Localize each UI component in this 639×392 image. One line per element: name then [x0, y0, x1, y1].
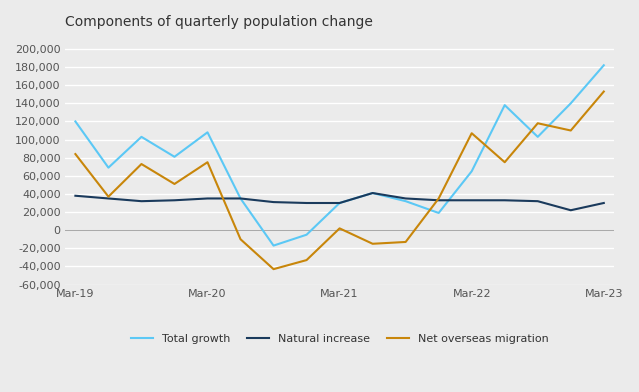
Total growth — [600, 63, 608, 67]
Line: Net overseas migration: Net overseas migration — [75, 92, 604, 269]
Text: Components of quarterly population change: Components of quarterly population chang… — [65, 15, 373, 29]
Net overseas migration — [270, 267, 277, 272]
Total growth — [204, 130, 212, 135]
Total growth — [105, 165, 112, 170]
Net overseas migration — [402, 240, 410, 244]
Natural increase — [137, 199, 145, 203]
Net overseas migration — [303, 258, 311, 262]
Net overseas migration — [369, 241, 376, 246]
Legend: Total growth, Natural increase, Net overseas migration: Total growth, Natural increase, Net over… — [127, 329, 553, 348]
Total growth — [501, 103, 509, 107]
Natural increase — [435, 198, 442, 203]
Natural increase — [369, 191, 376, 195]
Natural increase — [72, 193, 79, 198]
Natural increase — [600, 201, 608, 205]
Net overseas migration — [171, 181, 178, 186]
Net overseas migration — [335, 226, 343, 231]
Total growth — [402, 199, 410, 203]
Net overseas migration — [105, 194, 112, 199]
Total growth — [72, 119, 79, 124]
Net overseas migration — [137, 162, 145, 166]
Total growth — [303, 232, 311, 237]
Natural increase — [270, 200, 277, 205]
Natural increase — [402, 196, 410, 201]
Natural increase — [204, 196, 212, 201]
Net overseas migration — [501, 160, 509, 165]
Natural increase — [567, 208, 574, 212]
Net overseas migration — [72, 152, 79, 156]
Net overseas migration — [435, 196, 442, 201]
Total growth — [137, 134, 145, 139]
Total growth — [335, 201, 343, 205]
Total growth — [171, 154, 178, 159]
Natural increase — [501, 198, 509, 203]
Natural increase — [335, 201, 343, 205]
Total growth — [369, 191, 376, 195]
Total growth — [468, 169, 475, 174]
Line: Total growth: Total growth — [75, 65, 604, 245]
Natural increase — [534, 199, 542, 203]
Total growth — [567, 101, 574, 106]
Net overseas migration — [567, 128, 574, 133]
Natural increase — [468, 198, 475, 203]
Total growth — [270, 243, 277, 248]
Net overseas migration — [534, 121, 542, 125]
Net overseas migration — [468, 131, 475, 136]
Net overseas migration — [600, 89, 608, 94]
Total growth — [236, 196, 244, 201]
Net overseas migration — [204, 160, 212, 165]
Total growth — [435, 211, 442, 215]
Line: Natural increase: Natural increase — [75, 193, 604, 210]
Natural increase — [236, 196, 244, 201]
Natural increase — [105, 196, 112, 201]
Natural increase — [303, 201, 311, 205]
Total growth — [534, 134, 542, 139]
Natural increase — [171, 198, 178, 203]
Net overseas migration — [236, 237, 244, 241]
